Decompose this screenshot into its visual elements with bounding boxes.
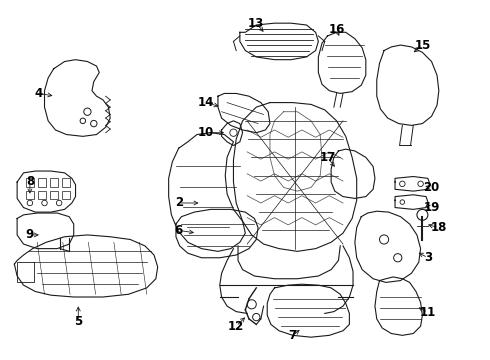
Bar [62, 178, 70, 186]
Text: 5: 5 [74, 315, 82, 328]
Text: 13: 13 [248, 17, 265, 30]
Text: 12: 12 [228, 320, 245, 333]
Text: 10: 10 [198, 126, 214, 139]
Text: 20: 20 [423, 181, 440, 194]
Text: 16: 16 [328, 23, 345, 36]
Text: 2: 2 [174, 197, 183, 210]
Bar [50, 191, 58, 199]
Bar [26, 191, 34, 199]
Text: 7: 7 [289, 329, 297, 342]
Text: 18: 18 [431, 221, 447, 234]
Text: 15: 15 [414, 39, 431, 51]
Text: 9: 9 [26, 229, 34, 242]
Text: 8: 8 [26, 175, 34, 189]
Bar [26, 178, 34, 186]
Text: 17: 17 [319, 151, 336, 164]
Bar [50, 178, 58, 186]
Text: 6: 6 [174, 224, 183, 237]
Text: 19: 19 [423, 201, 440, 214]
Bar [17, 262, 33, 282]
Text: 3: 3 [424, 251, 432, 264]
Text: 11: 11 [420, 306, 436, 319]
Text: 4: 4 [35, 87, 43, 100]
Bar [38, 178, 47, 186]
Text: 14: 14 [198, 96, 214, 109]
Bar [62, 191, 70, 199]
Bar [38, 191, 47, 199]
